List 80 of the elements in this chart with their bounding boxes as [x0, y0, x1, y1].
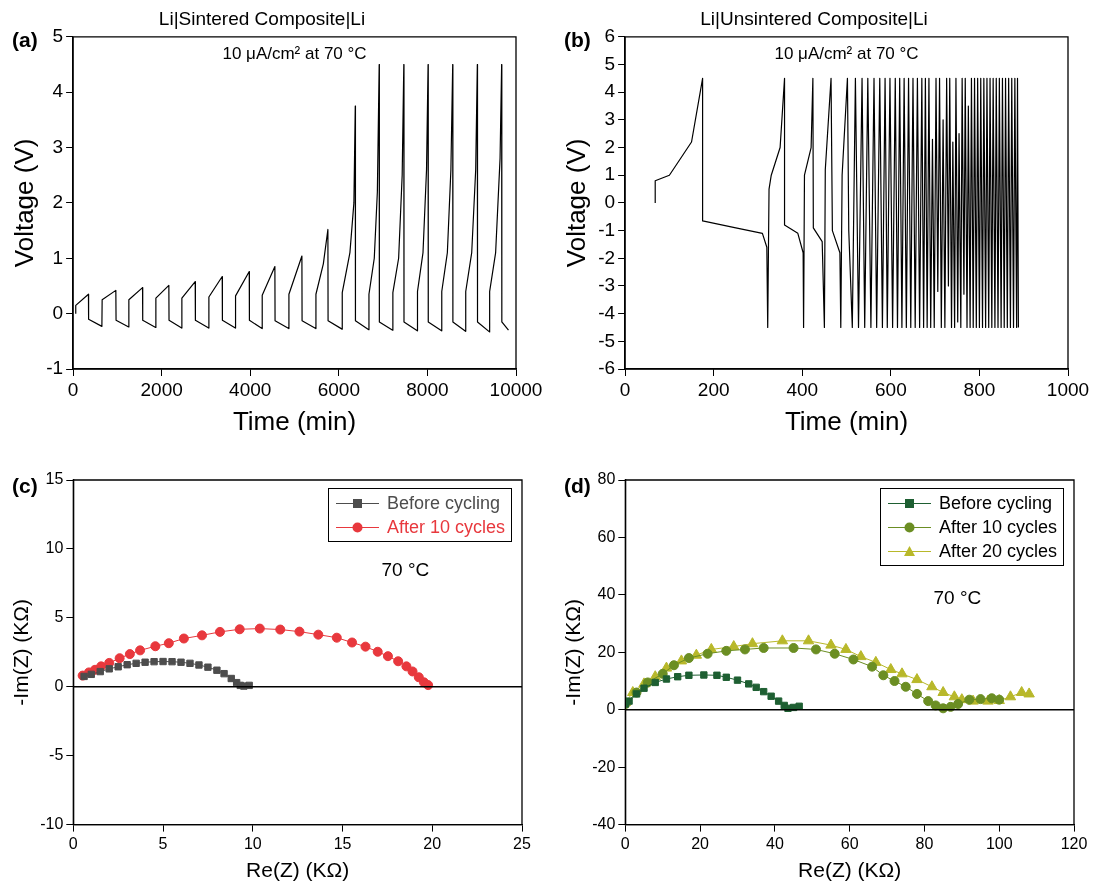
- y-tick-label: -6: [598, 357, 616, 379]
- y-tick-label: 60: [597, 527, 616, 545]
- y-axis-title: Voltage (V): [8, 138, 39, 268]
- legend-label: After 10 cycles: [386, 516, 505, 538]
- y-tick-label: 4: [52, 80, 64, 102]
- x-tick-label: 40: [765, 834, 784, 852]
- x-tick-label: 25: [513, 834, 531, 852]
- y-tick-label: 3: [52, 135, 64, 157]
- y-tick-label: 3: [604, 108, 616, 130]
- y-tick-label: 4: [604, 80, 616, 102]
- y-tick-label: -20: [592, 757, 616, 775]
- y-tick-label: -5: [49, 746, 64, 764]
- y-axis-title: -Im(Z) (KΩ): [561, 598, 585, 706]
- x-tick-label: 1000: [1046, 378, 1090, 400]
- legend-label: After 20 cycles: [938, 540, 1057, 562]
- x-tick-label: 0: [68, 834, 78, 852]
- x-tick-label: 6000: [317, 378, 360, 400]
- x-tick-label: 800: [963, 378, 996, 400]
- y-tick-label: 15: [45, 470, 64, 488]
- y-tick-label: 5: [604, 52, 616, 74]
- x-tick-label: 10: [243, 834, 262, 852]
- y-axis-title: -Im(Z) (KΩ): [9, 598, 33, 706]
- x-tick-label: 400: [786, 378, 819, 400]
- y-tick-label: 1: [604, 163, 616, 185]
- y-tick-label: -1: [598, 218, 616, 240]
- x-tick-label: 200: [697, 378, 730, 400]
- y-tick-label: -10: [40, 815, 64, 833]
- chart-title: Li|Unsintered Composite|Li: [700, 7, 928, 29]
- x-tick-label: 4000: [229, 378, 272, 400]
- chart-title: Li|Sintered Composite|Li: [158, 7, 366, 29]
- x-tick-label: 5: [158, 834, 168, 852]
- x-axis-title: Time (min): [232, 405, 357, 436]
- x-axis-title: Re(Z) (KΩ): [246, 858, 350, 882]
- y-tick-label: -1: [46, 357, 64, 379]
- y-tick-label: -4: [598, 301, 616, 323]
- y-tick-label: 0: [604, 191, 616, 213]
- y-tick-label: -2: [598, 246, 616, 268]
- y-tick-label: -3: [598, 274, 616, 296]
- legend-label: Before cycling: [386, 492, 501, 514]
- y-tick-label: 80: [597, 470, 616, 488]
- y-tick-label: 40: [597, 585, 616, 603]
- x-tick-label: 80: [915, 834, 934, 852]
- annotation: 70 °C: [933, 587, 982, 608]
- x-tick-label: 600: [874, 378, 907, 400]
- text: (c): [12, 474, 38, 498]
- x-tick-label: 0: [619, 378, 631, 400]
- x-tick-label: 0: [620, 834, 630, 852]
- annotation: 70 °C: [381, 559, 430, 580]
- y-tick-label: 2: [52, 191, 64, 213]
- legend-label: Before cycling: [938, 492, 1053, 514]
- x-tick-label: 15: [333, 834, 352, 852]
- annotation: 10 μA/cm² at 70 °C: [774, 43, 919, 63]
- x-tick-label: 8000: [406, 378, 449, 400]
- x-tick-label: 20: [691, 834, 710, 852]
- legend-label: After 10 cycles: [938, 516, 1057, 538]
- y-tick-label: -5: [598, 329, 616, 351]
- y-tick-label: 1: [52, 246, 64, 268]
- y-tick-label: 0: [54, 677, 64, 695]
- y-tick-label: 10: [45, 539, 64, 557]
- text: (a): [12, 28, 38, 52]
- y-tick-label: 5: [52, 25, 64, 47]
- annotation: 10 μA/cm² at 70 °C: [222, 43, 367, 63]
- x-tick-label: 10000: [489, 378, 543, 400]
- x-tick-label: 20: [423, 834, 442, 852]
- y-tick-label: 0: [52, 301, 64, 323]
- x-tick-label: 2000: [140, 378, 183, 400]
- text: (d): [564, 474, 591, 498]
- x-tick-label: 120: [1060, 834, 1088, 852]
- y-tick-label: -40: [592, 815, 616, 833]
- y-tick-label: 5: [54, 608, 64, 626]
- x-tick-label: 100: [985, 834, 1013, 852]
- y-tick-label: 20: [597, 642, 616, 660]
- x-axis-title: Time (min): [784, 405, 909, 436]
- y-tick-label: 2: [604, 135, 616, 157]
- y-tick-label: 6: [604, 25, 616, 47]
- x-tick-label: 60: [840, 834, 859, 852]
- y-tick-label: 0: [606, 700, 616, 718]
- text: (b): [564, 28, 591, 52]
- x-axis-title: Re(Z) (KΩ): [798, 858, 902, 882]
- y-axis-title: Voltage (V): [560, 138, 591, 268]
